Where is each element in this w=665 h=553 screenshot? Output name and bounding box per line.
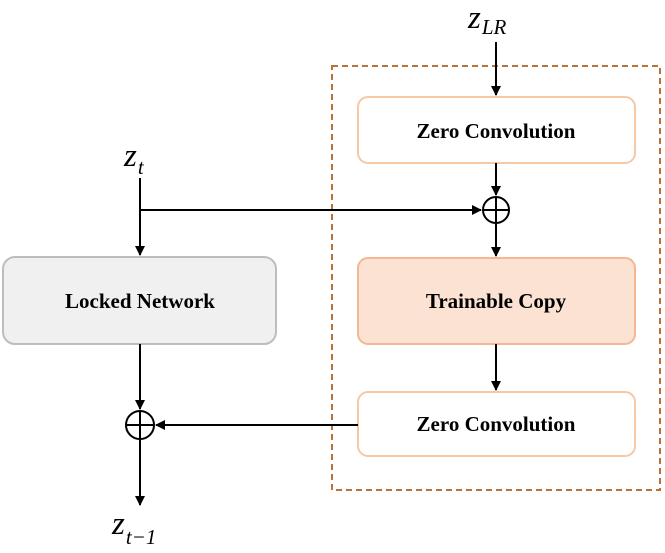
locked-network-block: Locked Network [2, 256, 277, 345]
sum-node-top [482, 196, 510, 224]
zero-convolution-bottom-label: Zero Convolution [417, 412, 576, 436]
z-lr-label: zLR [467, 0, 507, 39]
zero-convolution-bottom-block: Zero Convolution [357, 391, 636, 457]
zero-convolution-top-label: Zero Convolution [417, 119, 576, 143]
connectors [135, 42, 501, 506]
zero-convolution-top-block: Zero Convolution [357, 96, 636, 164]
trainable-copy-block: Trainable Copy [357, 257, 636, 345]
locked-network-label: Locked Network [65, 289, 215, 313]
sum-node-bottom [125, 410, 155, 440]
z-t-minus-1-label: zt−1 [111, 506, 156, 549]
trainable-copy-label: Trainable Copy [426, 289, 567, 313]
z-t-label: zt [123, 138, 145, 179]
